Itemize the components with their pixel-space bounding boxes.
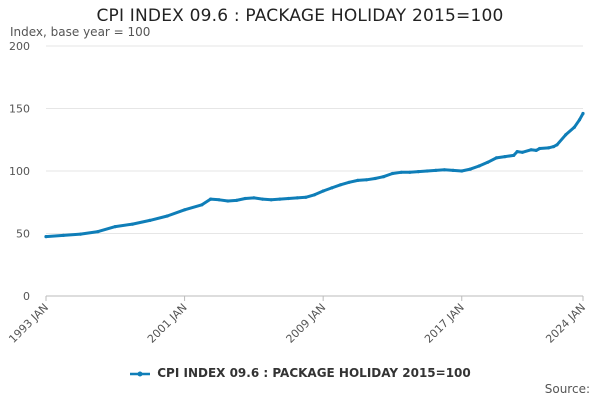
data-point [113, 225, 117, 229]
data-point [416, 170, 420, 174]
y-tick-label: 0 [23, 290, 30, 303]
y-tick-label: 50 [16, 228, 30, 241]
data-point [486, 160, 490, 164]
data-point [217, 198, 221, 202]
data-point [252, 196, 256, 200]
y-tick-label: 200 [9, 40, 30, 53]
data-point [269, 198, 273, 202]
data-point [468, 167, 472, 171]
data-point [44, 235, 48, 239]
series-line [44, 112, 585, 239]
data-point [512, 153, 516, 157]
line-chart: 0 50 100 150 200 1993 JAN 2001 JAN 2009 JAN 2017… [6, 40, 588, 346]
x-tick-label: 2001 JAN [145, 301, 190, 346]
y-tick-label: 150 [9, 103, 30, 116]
data-point [96, 230, 100, 234]
data-point [295, 196, 299, 200]
data-point [399, 170, 403, 174]
data-point [529, 148, 533, 152]
data-point [260, 197, 265, 201]
data-point [209, 197, 213, 201]
source-label: Source: [544, 382, 590, 396]
data-point [555, 143, 559, 147]
data-point [408, 170, 412, 174]
data-point [451, 168, 455, 172]
data-point [338, 183, 343, 187]
legend-swatch [130, 371, 151, 376]
data-point [425, 169, 429, 173]
data-point [148, 218, 152, 222]
data-point [442, 168, 446, 172]
data-point [577, 118, 582, 122]
data-point [581, 111, 585, 116]
data-point [243, 196, 247, 201]
data-point [477, 164, 481, 168]
data-point [312, 193, 317, 197]
x-tick-label: 1993 JAN [6, 301, 51, 346]
data-point [515, 150, 519, 154]
data-point [165, 214, 169, 218]
data-point [356, 178, 360, 182]
legend-label: CPI INDEX 09.6 : PACKAGE HOLIDAY 2015=10… [157, 366, 471, 380]
legend[interactable]: CPI INDEX 09.6 : PACKAGE HOLIDAY 2015=10… [0, 366, 600, 380]
x-tick-label: 2009 JAN [284, 301, 329, 346]
data-point [373, 176, 377, 181]
data-point [347, 180, 351, 184]
data-point [546, 146, 551, 150]
data-point [278, 197, 282, 201]
chart-title: CPI INDEX 09.6 : PACKAGE HOLIDAY 2015=10… [96, 6, 504, 26]
data-point [183, 208, 187, 212]
x-tick-label: 2024 JAN [543, 301, 588, 346]
data-point [564, 133, 568, 137]
data-point [382, 175, 386, 179]
data-point [534, 148, 538, 152]
data-point [321, 189, 325, 193]
y-axis-label: Index, base year = 100 [10, 25, 151, 39]
y-tick-label: 100 [9, 165, 30, 178]
data-point [226, 199, 230, 203]
data-point [552, 145, 556, 149]
data-point [434, 168, 438, 172]
data-point [286, 196, 291, 201]
data-point [234, 198, 239, 202]
data-point [494, 156, 498, 160]
x-tick-label: 2017 JAN [422, 301, 467, 346]
data-point [390, 171, 395, 176]
data-point [538, 146, 542, 151]
data-point [61, 233, 65, 237]
data-point [200, 203, 204, 207]
data-point [304, 195, 308, 199]
data-point [131, 222, 135, 226]
data-point [364, 178, 369, 182]
data-point [330, 186, 334, 190]
data-point [79, 232, 83, 236]
data-point [503, 155, 507, 159]
data-point [520, 150, 525, 154]
data-point [572, 125, 576, 129]
data-point [460, 169, 464, 173]
